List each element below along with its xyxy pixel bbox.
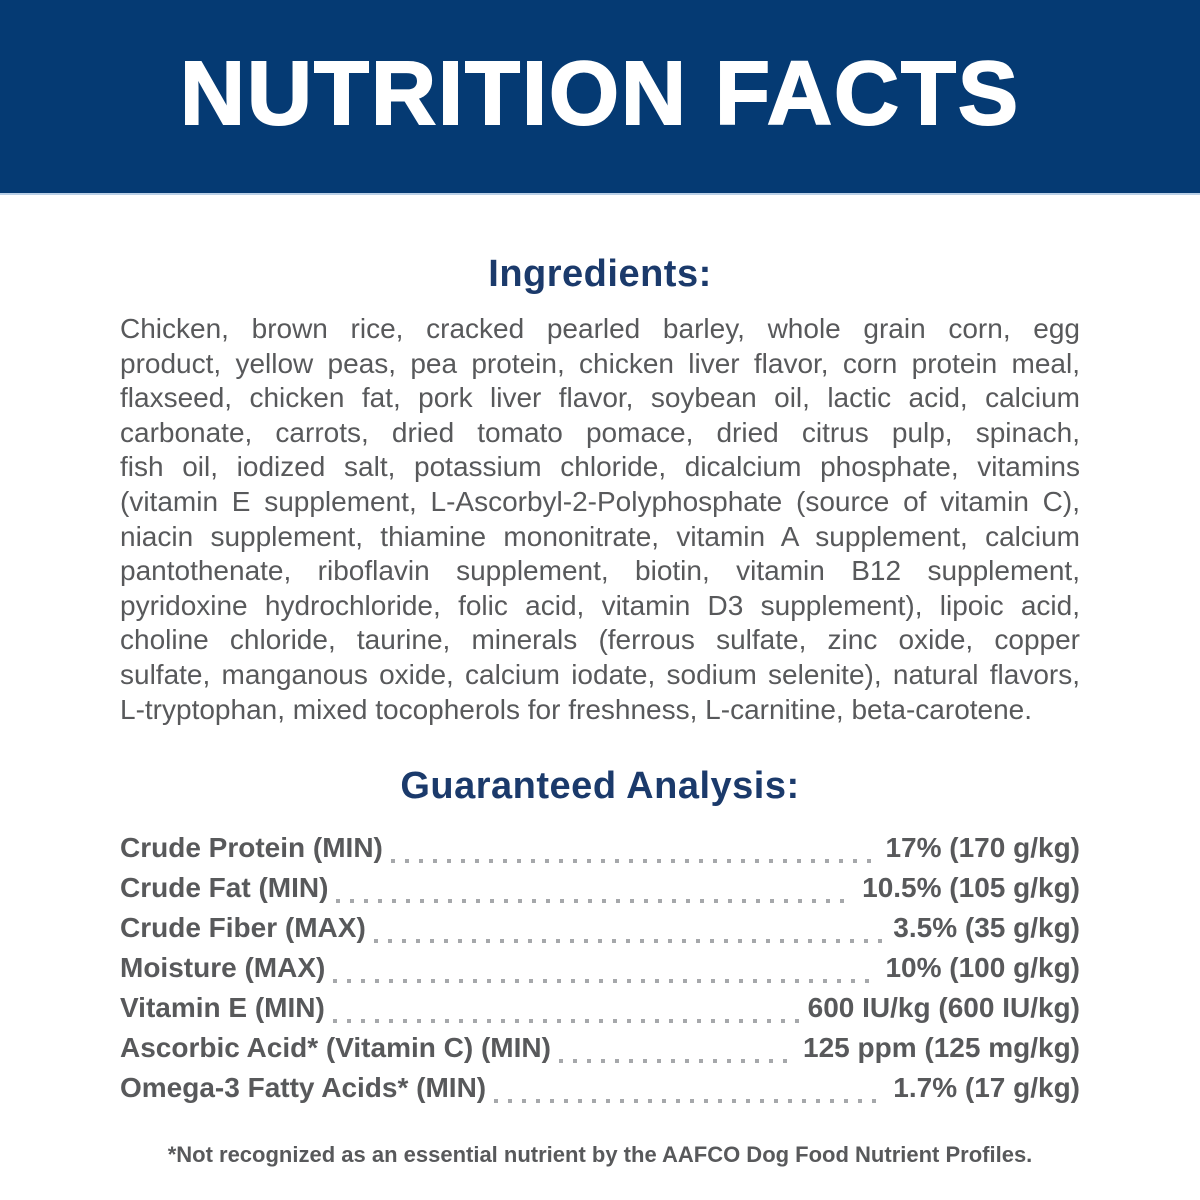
dotted-leader bbox=[336, 899, 855, 904]
header-band: NUTRITION FACTS bbox=[0, 0, 1200, 195]
ingredients-line: niacin supplement, thiamine mononitrate,… bbox=[120, 520, 1080, 552]
nutrient-value: 3.5% (35 g/kg) bbox=[893, 912, 1080, 944]
nutrient-value: 10.5% (105 g/kg) bbox=[862, 872, 1080, 904]
guaranteed-analysis-table: Crude Protein (MIN) 17% (170 g/kg) Crude… bbox=[120, 832, 1080, 1112]
analysis-row: Crude Fiber (MAX) 3.5% (35 g/kg) bbox=[120, 912, 1080, 952]
nutrient-label: Crude Protein (MIN) bbox=[120, 832, 383, 864]
analysis-row: Vitamin E (MIN) 600 IU/kg (600 IU/kg) bbox=[120, 992, 1080, 1032]
ingredients-line: (vitamin E supplement, L-Ascorbyl-2-Poly… bbox=[120, 485, 1080, 517]
aafco-footnote: *Not recognized as an essential nutrient… bbox=[167, 1142, 1033, 1168]
nutrient-label: Crude Fiber (MAX) bbox=[120, 912, 366, 944]
analysis-row: Crude Protein (MIN) 17% (170 g/kg) bbox=[120, 832, 1080, 872]
ingredients-paragraph: Chicken, brown rice, cracked pearled bar… bbox=[120, 312, 1080, 727]
nutrient-value: 125 ppm (125 mg/kg) bbox=[803, 1032, 1080, 1064]
ingredients-line: flaxseed, chicken fat, pork liver flavor… bbox=[120, 382, 1080, 414]
nutrient-value: 17% (170 g/kg) bbox=[885, 832, 1080, 864]
ingredients-heading: Ingredients: bbox=[488, 253, 712, 295]
dotted-leader bbox=[332, 1019, 800, 1024]
dotted-leader bbox=[558, 1059, 796, 1064]
dotted-leader bbox=[390, 859, 878, 864]
nutrient-value: 600 IU/kg (600 IU/kg) bbox=[807, 992, 1080, 1024]
nutrient-value: 10% (100 g/kg) bbox=[885, 952, 1080, 984]
ingredients-line: pyridoxine hydrochloride, folic acid, vi… bbox=[120, 589, 1080, 621]
nutrient-label: Ascorbic Acid* (Vitamin C) (MIN) bbox=[120, 1032, 551, 1064]
analysis-row: Omega-3 Fatty Acids* (MIN) 1.7% (17 g/kg… bbox=[120, 1072, 1080, 1112]
nutrient-value: 1.7% (17 g/kg) bbox=[893, 1072, 1080, 1104]
nutrient-label: Vitamin E (MIN) bbox=[120, 992, 325, 1024]
ingredients-line: pantothenate, riboflavin supplement, bio… bbox=[120, 555, 1080, 587]
ingredients-line: sulfate, manganous oxide, calcium iodate… bbox=[120, 658, 1080, 690]
analysis-row: Moisture (MAX) 10% (100 g/kg) bbox=[120, 952, 1080, 992]
nutrient-label: Moisture (MAX) bbox=[120, 952, 326, 984]
dotted-leader bbox=[494, 1099, 886, 1104]
ingredients-line: choline chloride, taurine, minerals (fer… bbox=[120, 624, 1080, 656]
ingredients-line: Chicken, brown rice, cracked pearled bar… bbox=[120, 313, 1080, 344]
analysis-row: Ascorbic Acid* (Vitamin C) (MIN) 125 ppm… bbox=[120, 1032, 1080, 1072]
nutrient-label: Crude Fat (MIN) bbox=[120, 872, 329, 904]
ingredients-line: carbonate, carrots, dried tomato pomace,… bbox=[120, 416, 1080, 448]
ingredients-line: fish oil, iodized salt, potassium chlori… bbox=[120, 451, 1080, 483]
dotted-leader bbox=[333, 979, 878, 984]
ingredients-line: L-tryptophan, mixed tocopherols for fres… bbox=[120, 693, 1033, 725]
guaranteed-analysis-heading: Guaranteed Analysis: bbox=[400, 765, 800, 808]
dotted-leader bbox=[373, 939, 886, 944]
analysis-row: Crude Fat (MIN) 10.5% (105 g/kg) bbox=[120, 872, 1080, 912]
label-body: Ingredients: Chicken, brown rice, cracke… bbox=[120, 253, 1080, 1168]
page-title: NUTRITION FACTS bbox=[179, 43, 1020, 144]
nutrient-label: Omega-3 Fatty Acids* (MIN) bbox=[120, 1072, 487, 1104]
ingredients-line: product, yellow peas, pea protein, chick… bbox=[120, 347, 1080, 379]
